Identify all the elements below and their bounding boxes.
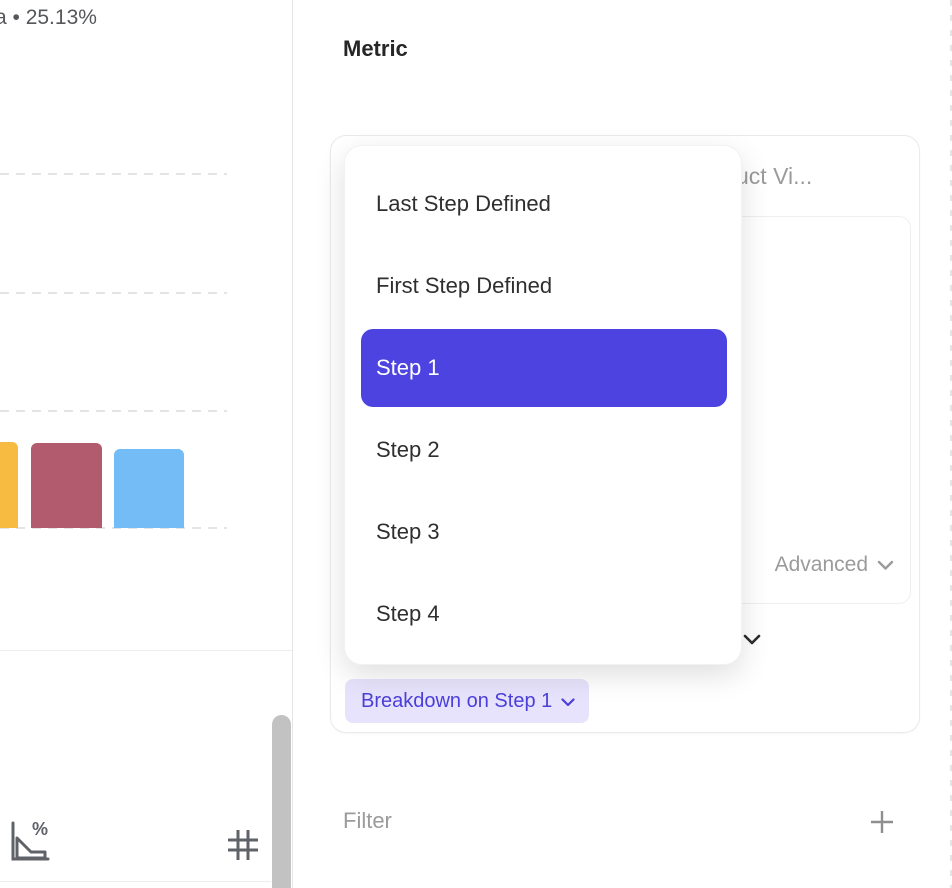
advanced-label: Advanced bbox=[774, 553, 868, 576]
svg-text:%: % bbox=[32, 819, 48, 839]
chevron-down-icon[interactable] bbox=[743, 633, 761, 651]
bar-blue[interactable] bbox=[114, 449, 184, 528]
event-name-truncated[interactable]: uct Vi... bbox=[736, 163, 813, 189]
advanced-toggle[interactable]: Advanced bbox=[775, 553, 894, 577]
breakdown-label: Breakdown on Step 1 bbox=[361, 689, 553, 712]
dropdown-item-step-1-selected[interactable]: Step 1 bbox=[361, 329, 727, 407]
dropdown-item-step-2[interactable]: Step 2 bbox=[376, 437, 440, 462]
bar-yellow[interactable] bbox=[0, 442, 18, 528]
dropdown-item-step-3[interactable]: Step 3 bbox=[376, 519, 440, 544]
chevron-down-icon bbox=[561, 690, 575, 713]
metric-section-title: Metric bbox=[343, 36, 408, 61]
plus-icon[interactable] bbox=[868, 808, 896, 841]
gridline bbox=[0, 173, 227, 175]
series-legend-label: a • 25.13% bbox=[0, 6, 97, 29]
bar-rose[interactable] bbox=[31, 443, 102, 528]
panel-divider bbox=[292, 0, 293, 888]
dropdown-item-first-step-defined[interactable]: First Step Defined bbox=[376, 273, 553, 298]
hash-grid-icon[interactable] bbox=[225, 827, 261, 868]
breakdown-on-step-button[interactable]: Breakdown on Step 1 bbox=[345, 679, 590, 723]
step-select-dropdown: Last Step Defined First Step Defined Ste… bbox=[344, 145, 742, 665]
gridline bbox=[0, 527, 227, 529]
filter-section-title: Filter bbox=[343, 808, 392, 833]
vertical-scrollbar-thumb[interactable] bbox=[272, 715, 291, 888]
dropdown-item-step-4[interactable]: Step 4 bbox=[376, 601, 440, 626]
section-divider bbox=[0, 650, 293, 651]
gridline bbox=[0, 410, 227, 412]
footer-divider bbox=[0, 881, 271, 882]
dropdown-item-last-step-defined[interactable]: Last Step Defined bbox=[376, 191, 551, 216]
funnel-percent-icon[interactable]: % bbox=[6, 818, 50, 869]
right-edge-divider bbox=[950, 0, 952, 888]
chevron-down-icon bbox=[877, 553, 894, 577]
gridline bbox=[0, 292, 227, 294]
